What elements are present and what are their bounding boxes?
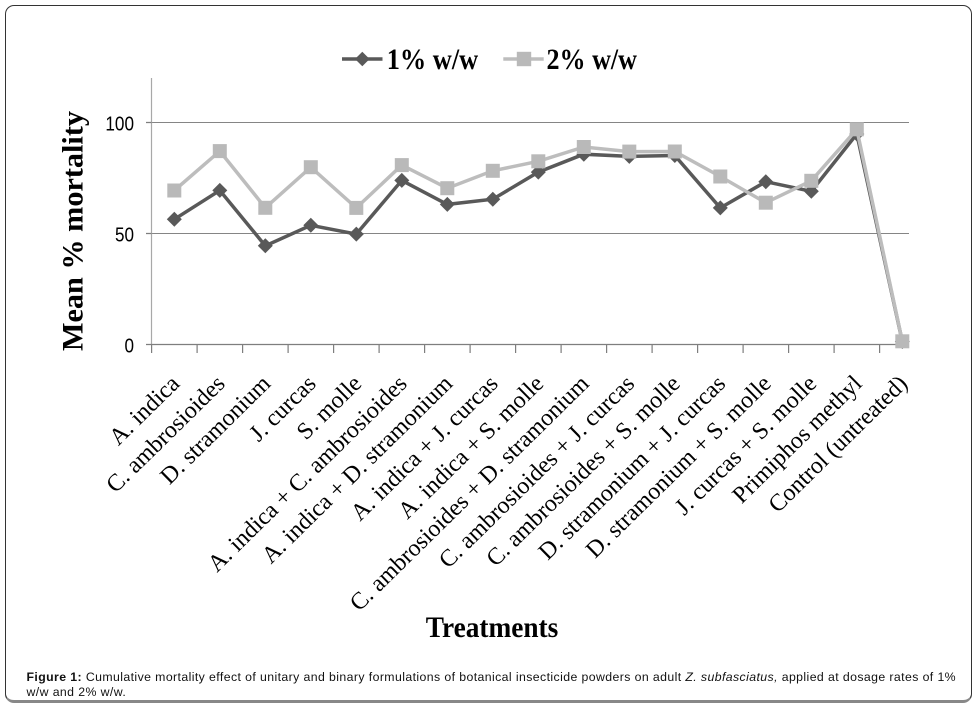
svg-text:1% w/w: 1% w/w bbox=[387, 43, 479, 76]
svg-text:Mean % mortality: Mean % mortality bbox=[57, 111, 90, 351]
svg-text:Treatments: Treatments bbox=[426, 611, 559, 644]
svg-text:100: 100 bbox=[105, 114, 134, 136]
svg-text:2% w/w: 2% w/w bbox=[547, 43, 638, 76]
svg-text:50: 50 bbox=[115, 224, 134, 246]
svg-text:0: 0 bbox=[125, 335, 135, 357]
